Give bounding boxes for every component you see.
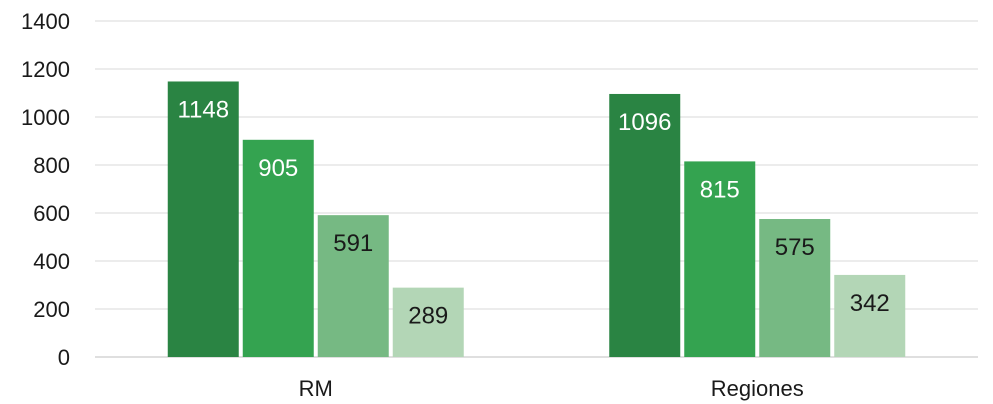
y-tick-label: 0 bbox=[58, 345, 70, 370]
y-tick-label: 600 bbox=[33, 201, 70, 226]
data-label: 591 bbox=[333, 230, 373, 257]
y-tick-label: 200 bbox=[33, 297, 70, 322]
bar bbox=[834, 274, 906, 357]
y-axis-tick-labels: 0 200 400 600 800 1000 1200 1400 bbox=[21, 9, 70, 370]
bar bbox=[684, 161, 756, 357]
data-label: 575 bbox=[775, 234, 815, 261]
y-tick-label: 1400 bbox=[21, 9, 70, 34]
bar bbox=[167, 81, 239, 357]
bar bbox=[759, 219, 831, 357]
category-labels: RM Regiones bbox=[299, 376, 804, 401]
data-label: 1148 bbox=[177, 96, 229, 123]
y-tick-label: 1000 bbox=[21, 105, 70, 130]
data-label: 1096 bbox=[618, 109, 671, 136]
bar bbox=[609, 93, 681, 358]
bar bbox=[317, 215, 389, 357]
data-label: 289 bbox=[408, 303, 448, 330]
data-labels: 1148 905 591 289 1096 815 575 342 bbox=[177, 96, 889, 329]
bar bbox=[392, 287, 464, 357]
data-label: 342 bbox=[850, 290, 890, 317]
y-tick-label: 400 bbox=[33, 249, 70, 274]
data-label: 905 bbox=[258, 155, 298, 182]
category-label: Regiones bbox=[711, 376, 804, 401]
category-label: RM bbox=[299, 376, 333, 401]
data-label: 815 bbox=[700, 176, 740, 203]
gridlines bbox=[95, 20, 978, 358]
bars bbox=[167, 81, 906, 358]
bar bbox=[242, 139, 314, 357]
y-tick-label: 800 bbox=[33, 153, 70, 178]
y-tick-label: 1200 bbox=[21, 57, 70, 82]
